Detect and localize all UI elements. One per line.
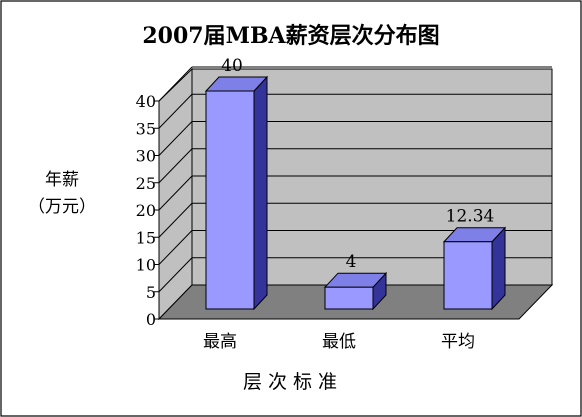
data-label: 40 (221, 56, 243, 76)
y-tick-label: 5 (146, 283, 156, 302)
gridline-side (158, 202, 193, 238)
y-tick-label: 40 (136, 92, 156, 111)
y-tick-label: 15 (136, 228, 156, 247)
y-tick-label: 35 (136, 119, 156, 138)
x-tick-label: 最高 (203, 332, 237, 352)
y-tick-label: 0 (146, 310, 156, 329)
bar (443, 241, 493, 310)
chart-title: 2007届MBA薪资层次分布图 (142, 23, 439, 49)
gridline-side (158, 175, 193, 211)
y-axis-label-line1: 年薪 (45, 170, 79, 190)
gridline-side (158, 230, 193, 265)
data-label: 4 (346, 252, 357, 272)
y-tick-label: 25 (136, 174, 156, 193)
data-label: 12.34 (446, 207, 495, 227)
gridline-side (158, 66, 193, 102)
y-axis-label-line2: （万元） (28, 197, 96, 217)
x-tick-label: 平均 (441, 332, 475, 352)
bar (324, 286, 374, 310)
x-axis-label: 层 次 标 准 (243, 371, 337, 393)
gridline-side (158, 121, 193, 156)
y-tick-label: 20 (136, 201, 156, 220)
y-tick-label: 10 (136, 256, 156, 275)
gridline-side (158, 93, 193, 129)
x-tick-label: 最低 (322, 332, 356, 352)
side-wall (158, 67, 193, 321)
gridline-side (158, 257, 193, 293)
y-tick-label: 30 (136, 147, 156, 166)
x-axis-labels: 最高 最低 平均 (203, 332, 475, 352)
bar (205, 90, 255, 310)
gridline-side (158, 148, 193, 184)
bar-side (253, 75, 268, 311)
y-axis-ticks: 0 5 10 15 20 25 30 35 40 (136, 92, 159, 329)
bars: 40 4 12.34 (204, 56, 507, 311)
